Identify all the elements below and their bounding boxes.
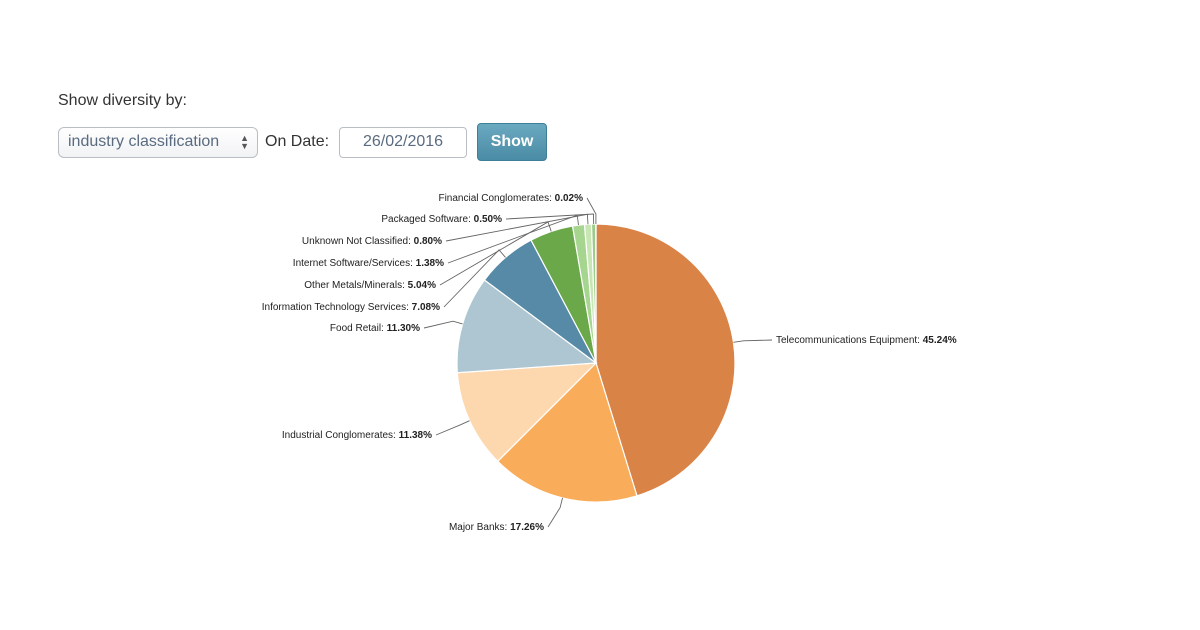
show-diversity-label: Show diversity by: [58, 92, 187, 109]
leader-line [505, 213, 595, 225]
leader-line [435, 420, 470, 436]
controls-row: industry classification ▲▼ On Date: Show [58, 123, 548, 161]
leader-line [443, 249, 506, 308]
pie-slice[interactable] [595, 223, 736, 497]
show-button[interactable]: Show [477, 123, 548, 161]
slice-label: Food Retail: 11.30% [330, 323, 420, 334]
leader-line [423, 320, 463, 329]
slice-label: Unknown Not Classified: 0.80% [302, 236, 442, 247]
slice-label: Major Banks: 17.26% [449, 522, 544, 533]
leader-line [733, 339, 773, 343]
on-date-label: On Date: [265, 133, 330, 150]
diversity-select-value: industry classification [68, 133, 220, 150]
pie-slice[interactable] [456, 362, 598, 463]
slice-label: Other Metals/Minerals: 5.04% [304, 280, 436, 291]
slice-label: Information Technology Services: 7.08% [262, 302, 440, 313]
slice-label: Financial Conglomerates: 0.02% [438, 193, 583, 204]
diversity-select[interactable]: industry classification ▲ ▼ [58, 126, 258, 158]
select-arrows-icon: ▲ ▼ [240, 133, 249, 151]
slice-label: Packaged Software: 0.50% [381, 214, 502, 225]
pie-slice[interactable] [456, 279, 598, 374]
slice-label: Telecommunications Equipment: 45.24% [776, 335, 957, 346]
leader-line [586, 197, 597, 225]
slice-label: Industrial Conglomerates: 11.38% [282, 430, 432, 441]
slice-label: Internet Software/Services: 1.38% [293, 258, 444, 269]
leader-line [547, 497, 563, 528]
date-input[interactable] [339, 126, 468, 158]
